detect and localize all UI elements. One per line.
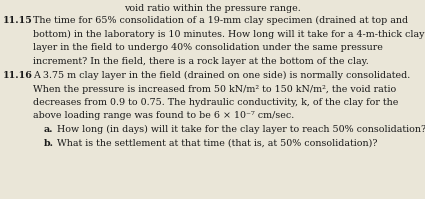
Text: How long (in days) will it take for the clay layer to reach 50% consolidation?: How long (in days) will it take for the … bbox=[57, 125, 425, 134]
Text: The time for 65% consolidation of a 19-mm clay specimen (drained at top and: The time for 65% consolidation of a 19-m… bbox=[33, 16, 408, 25]
Text: void ratio within the pressure range.: void ratio within the pressure range. bbox=[124, 4, 300, 13]
Text: A 3.75 m clay layer in the field (drained on one side) is normally consolidated.: A 3.75 m clay layer in the field (draine… bbox=[33, 71, 410, 80]
Text: decreases from 0.9 to 0.75. The hydraulic conductivity, k, of the clay for the: decreases from 0.9 to 0.75. The hydrauli… bbox=[33, 98, 398, 107]
Text: increment? In the field, there is a rock layer at the bottom of the clay.: increment? In the field, there is a rock… bbox=[33, 57, 369, 65]
Text: layer in the field to undergo 40% consolidation under the same pressure: layer in the field to undergo 40% consol… bbox=[33, 43, 383, 52]
Text: b.: b. bbox=[44, 139, 54, 147]
Text: What is the settlement at that time (that is, at 50% consolidation)?: What is the settlement at that time (tha… bbox=[57, 139, 377, 147]
Text: When the pressure is increased from 50 kN/m² to 150 kN/m², the void ratio: When the pressure is increased from 50 k… bbox=[33, 85, 396, 94]
Text: 11.15: 11.15 bbox=[3, 16, 33, 25]
Text: 11.16: 11.16 bbox=[3, 71, 33, 80]
Text: above loading range was found to be 6 × 10⁻⁷ cm/sec.: above loading range was found to be 6 × … bbox=[33, 111, 294, 121]
Text: a.: a. bbox=[44, 125, 54, 134]
Text: bottom) in the laboratory is 10 minutes. How long will it take for a 4-m-thick c: bottom) in the laboratory is 10 minutes.… bbox=[33, 29, 425, 39]
